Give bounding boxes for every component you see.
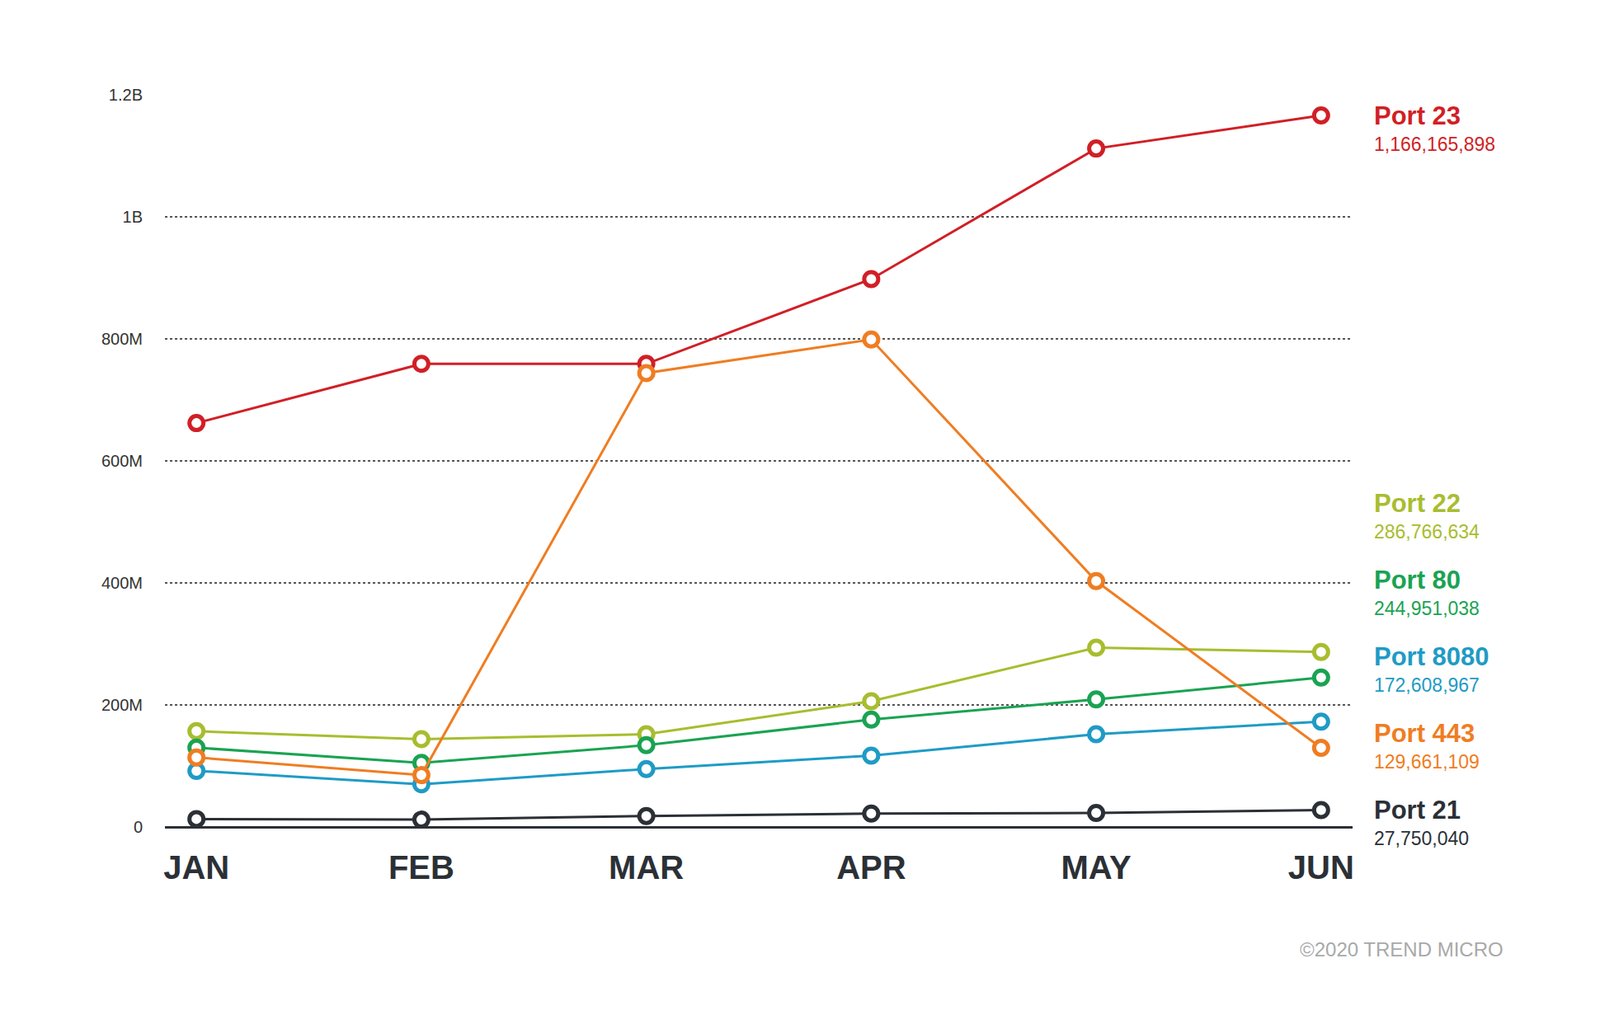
svg-text:129,661,109: 129,661,109 (1374, 751, 1480, 773)
svg-text:1,166,165,898: 1,166,165,898 (1374, 133, 1496, 156)
svg-text:600M: 600M (101, 451, 143, 471)
svg-text:Port 22: Port 22 (1374, 489, 1461, 518)
svg-text:286,766,634: 286,766,634 (1374, 521, 1480, 543)
svg-text:1.2B: 1.2B (108, 85, 143, 104)
svg-text:Port 8080: Port 8080 (1374, 642, 1490, 672)
svg-text:Port 443: Port 443 (1374, 719, 1475, 749)
svg-text:JAN: JAN (163, 849, 230, 886)
svg-text:1B: 1B (122, 207, 143, 226)
svg-text:800M: 800M (101, 329, 143, 349)
svg-text:APR: APR (836, 849, 907, 886)
svg-text:FEB: FEB (388, 849, 455, 886)
svg-text:©2020 TREND MICRO: ©2020 TREND MICRO (1299, 938, 1504, 961)
svg-text:Port 80: Port 80 (1374, 565, 1461, 595)
svg-text:Port 21: Port 21 (1374, 795, 1461, 825)
svg-text:200M: 200M (101, 696, 143, 715)
svg-text:MAY: MAY (1060, 849, 1132, 886)
svg-text:0: 0 (133, 818, 143, 837)
svg-text:JUN: JUN (1288, 849, 1355, 886)
svg-text:400M: 400M (101, 574, 143, 593)
svg-text:27,750,040: 27,750,040 (1374, 828, 1469, 850)
svg-text:172,608,967: 172,608,967 (1374, 674, 1480, 697)
svg-text:Port 23: Port 23 (1374, 101, 1461, 131)
svg-text:244,951,038: 244,951,038 (1374, 597, 1480, 620)
svg-text:MAR: MAR (608, 849, 684, 886)
